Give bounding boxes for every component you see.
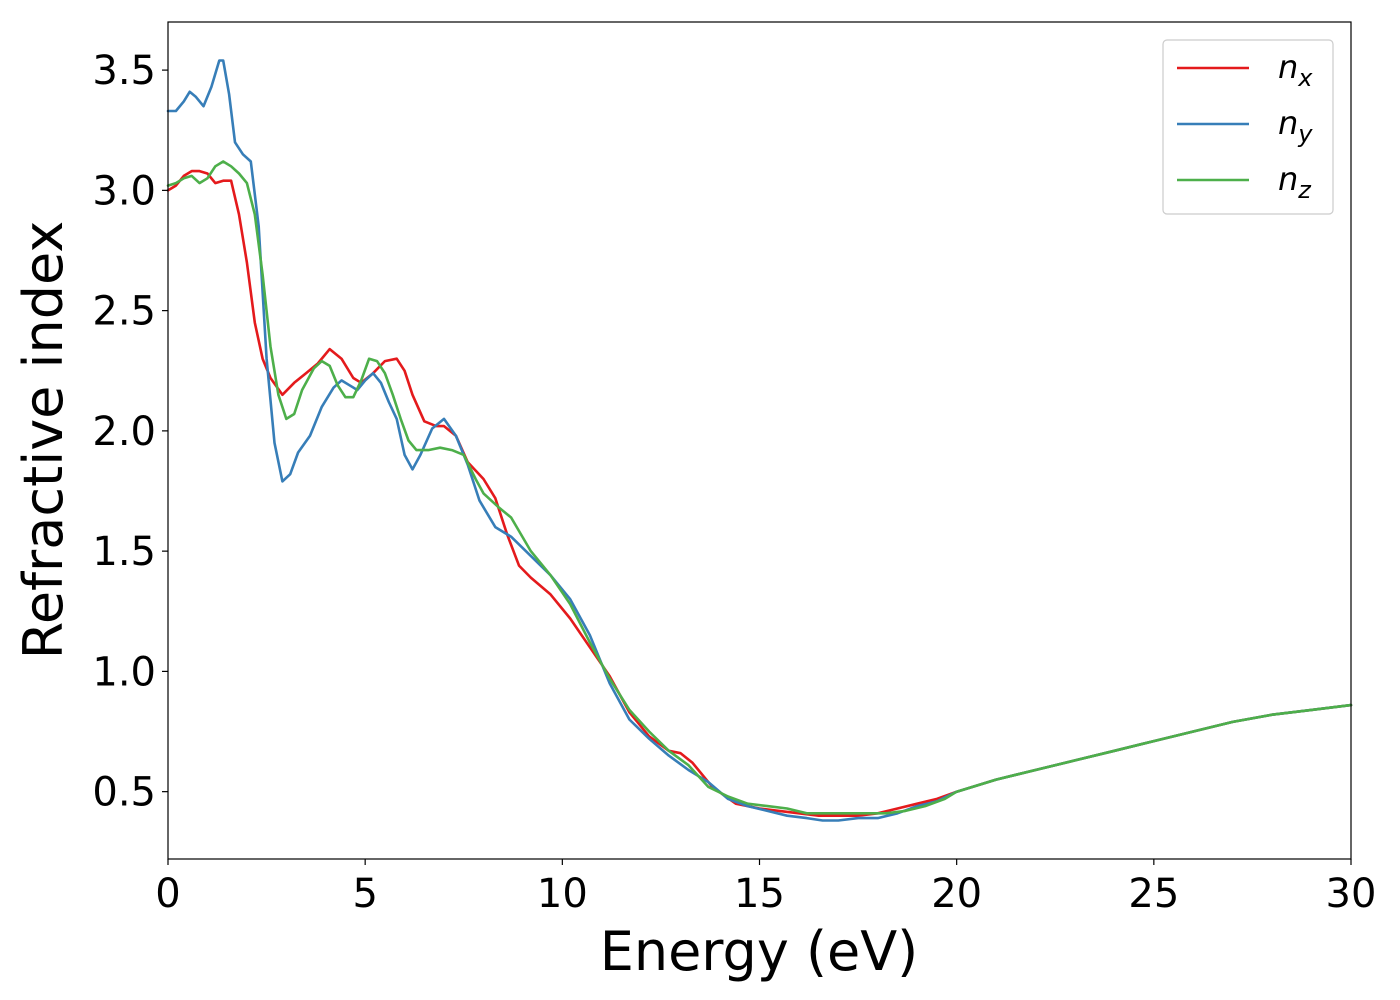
y-tick-label: 1.5: [92, 529, 156, 575]
x-tick-label: 15: [734, 871, 785, 917]
x-axis-ticks: 0 5 10 15 20 25 30: [155, 859, 1376, 917]
y-tick-label: 2.0: [92, 409, 156, 455]
y-tick-label: 2.5: [92, 289, 156, 335]
legend-box: [1162, 39, 1334, 215]
x-tick-label: 10: [537, 871, 588, 917]
y-tick-label: 0.5: [92, 770, 156, 816]
y-axis-label: Refractive index: [12, 221, 75, 660]
x-tick-label: 5: [352, 871, 377, 917]
y-tick-label: 3.5: [92, 48, 156, 94]
x-tick-label: 0: [155, 871, 180, 917]
y-tick-label: 1.0: [92, 649, 156, 695]
y-tick-label: 3.0: [92, 168, 156, 214]
legend-subscript: y: [1297, 120, 1313, 148]
series-line-z: [166, 160, 1353, 815]
x-tick-label: 25: [1128, 871, 1179, 917]
x-axis-label: Energy (eV): [600, 920, 919, 983]
series-layer: [166, 59, 1353, 822]
x-tick-label: 30: [1326, 871, 1377, 917]
y-axis-ticks: 0.5 1.0 1.5 2.0 2.5 3.0 3.5: [92, 48, 168, 816]
legend-subscript: z: [1297, 176, 1312, 204]
legend-subscript: x: [1297, 64, 1313, 92]
x-tick-label: 20: [931, 871, 982, 917]
